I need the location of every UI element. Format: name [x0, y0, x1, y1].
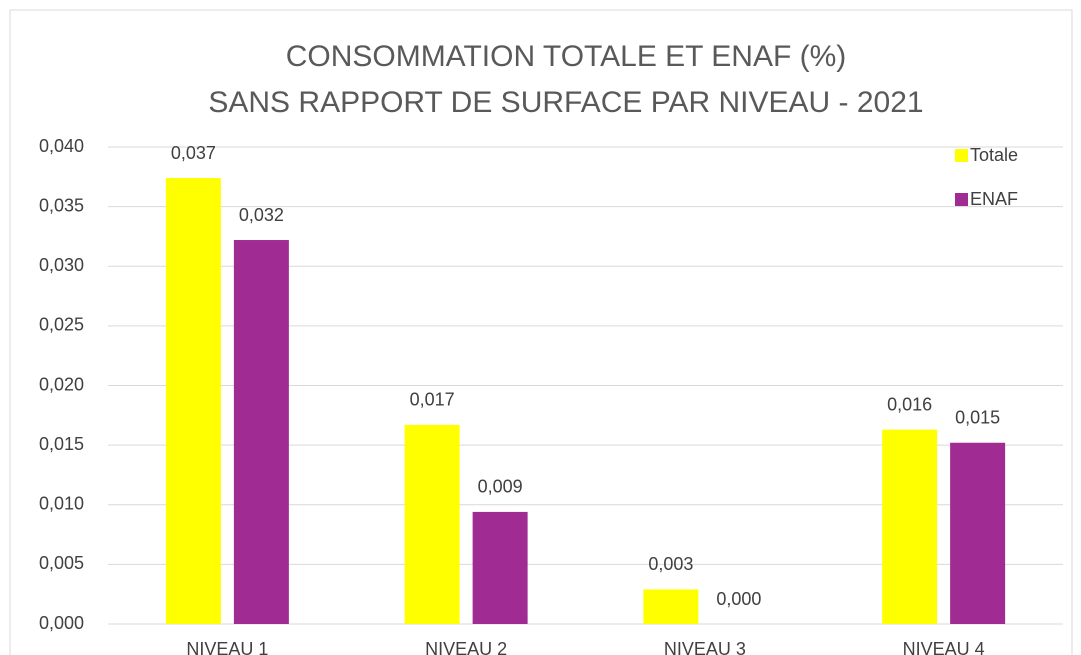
y-tick-label: 0,030	[39, 255, 84, 275]
chart-subtitle: SANS RAPPORT DE SURFACE PAR NIVEAU - 202…	[208, 86, 923, 119]
y-tick-label: 0,040	[39, 136, 84, 156]
x-tick-label: NIVEAU 1	[186, 639, 268, 655]
bar	[882, 429, 938, 624]
legend-swatch	[955, 149, 968, 162]
x-tick-label: NIVEAU 4	[903, 639, 985, 655]
value-label: 0,017	[410, 390, 455, 410]
y-tick-label: 0,035	[39, 195, 84, 215]
bar	[950, 442, 1006, 624]
value-label: 0,000	[716, 589, 761, 609]
bar	[472, 511, 528, 624]
bar	[233, 240, 289, 624]
x-tick-label: NIVEAU 3	[664, 639, 746, 655]
y-tick-label: 0,025	[39, 315, 84, 335]
bar	[643, 589, 699, 624]
y-tick-label: 0,010	[39, 494, 84, 514]
legend-swatch	[955, 193, 968, 206]
value-label: 0,032	[239, 205, 284, 225]
x-tick-label: NIVEAU 2	[425, 639, 507, 655]
y-tick-label: 0,015	[39, 434, 84, 454]
value-label: 0,037	[171, 143, 216, 163]
value-label: 0,015	[955, 407, 1000, 427]
value-label: 0,009	[478, 477, 523, 497]
legend-label: Totale	[970, 145, 1018, 165]
y-tick-label: 0,000	[39, 613, 84, 633]
value-label: 0,003	[648, 554, 693, 574]
y-tick-label: 0,020	[39, 374, 84, 394]
y-tick-label: 0,005	[39, 553, 84, 573]
bar	[404, 424, 460, 624]
value-label: 0,016	[887, 394, 932, 414]
chart-title: CONSOMMATION TOTALE ET ENAF (%)	[286, 40, 847, 73]
bar	[165, 178, 221, 624]
legend-label: ENAF	[970, 189, 1018, 209]
